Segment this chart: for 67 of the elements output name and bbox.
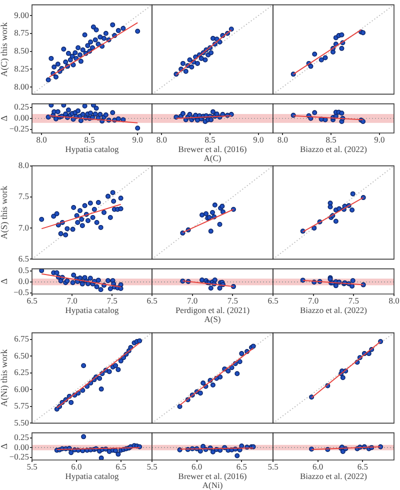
x-tick-label: 8.5 xyxy=(204,134,216,145)
x-tick-label: 6.5 xyxy=(146,296,158,306)
y-tick-label: 8.50 xyxy=(14,46,29,56)
x-tick-label: 7.0 xyxy=(308,296,319,306)
x-axis-title: Perdigon et al. (2021) A(S) xyxy=(175,304,250,324)
y-tick-label: 7.5 xyxy=(18,191,29,202)
y-tick-label: 0.00 xyxy=(14,442,29,452)
x-tick-label: 8.5 xyxy=(326,134,336,145)
y-tick-label: 0.0 xyxy=(18,276,29,286)
x-tick-label: 8.0 xyxy=(156,134,167,145)
y-tick-label: 0.00 xyxy=(14,112,29,123)
x-tick-label: 9.0 xyxy=(374,134,385,145)
x-tick-label: 6.5 xyxy=(236,462,247,472)
x-axis-title: Biazzo et al. (2022) xyxy=(300,144,368,154)
x-tick-label: 5.5 xyxy=(26,462,38,472)
y-tick-label: 0.25 xyxy=(14,432,29,442)
y-axis-title: A(S) this work xyxy=(0,185,10,240)
y-tick-label: 8.0 xyxy=(18,160,29,170)
x-axis-title: Brewer et al. (2016) A(Ni) xyxy=(178,470,247,490)
y-axis-title: A(C) this work xyxy=(0,22,10,77)
y-tick-label: 6.00 xyxy=(14,384,29,394)
x-tick-label: 8.0 xyxy=(36,134,47,145)
x-tick-label: 8.5 xyxy=(84,134,95,145)
x-tick-label: 6.5 xyxy=(268,296,278,306)
x-tick-label: 5.5 xyxy=(268,462,278,472)
x-tick-label: 6.0 xyxy=(192,462,202,472)
y-axis-title: Δ xyxy=(0,443,10,450)
y-tick-label: 8.00 xyxy=(14,81,29,92)
y-tick-label: 0.25 xyxy=(14,102,29,112)
x-tick-label: 8.0 xyxy=(388,296,400,306)
y-tick-label: 6.25 xyxy=(14,367,29,378)
y-tick-label: 8.25 xyxy=(14,63,29,74)
x-tick-label: 7.0 xyxy=(187,296,198,306)
y-tick-label: 8.75 xyxy=(14,28,29,38)
x-tick-label: 6.5 xyxy=(357,462,368,472)
y-axis-title: Δ xyxy=(0,278,10,284)
x-axis-title: Hypatia catalog xyxy=(65,304,120,315)
y-tick-label: 5.50 xyxy=(14,417,29,428)
y-tick-label: −0.5 xyxy=(14,287,29,298)
x-tick-label: 9.0 xyxy=(132,134,143,145)
x-axis-title: Brewer et al. (2016) A(C) xyxy=(178,144,247,163)
x-axis-title: Biazzo et al. (2022) xyxy=(300,304,368,315)
y-tick-label: −0.25 xyxy=(9,452,29,462)
y-tick-label: 5.75 xyxy=(14,400,29,411)
y-tick-label: 9.00 xyxy=(14,10,29,20)
y-tick-label: 6.5 xyxy=(18,253,29,264)
y-axis-title: Δ xyxy=(0,115,10,122)
x-tick-label: 7.5 xyxy=(227,296,238,306)
x-tick-label: 7.5 xyxy=(348,296,359,306)
x-tick-label: 6.0 xyxy=(71,462,82,472)
y-tick-label: 0.5 xyxy=(18,265,29,276)
y-tick-label: −0.25 xyxy=(9,124,29,134)
y-tick-label: 6.75 xyxy=(14,334,29,344)
y-axis-title: A(Ni) this work xyxy=(0,348,10,407)
x-tick-label: 7.0 xyxy=(66,296,78,306)
x-tick-label: 8.0 xyxy=(277,134,288,145)
x-tick-label: 7.5 xyxy=(106,296,118,306)
x-axis-title: Hypatia catalog xyxy=(65,470,120,481)
x-tick-label: 6.5 xyxy=(26,296,38,306)
y-tick-label: 6.50 xyxy=(14,350,29,360)
x-axis-title: Biazzo et al. (2022) xyxy=(300,470,368,481)
x-axis-title: Hypatia catalog xyxy=(65,144,120,154)
x-tick-label: 6.0 xyxy=(312,462,324,472)
x-tick-label: 5.5 xyxy=(146,462,158,472)
x-tick-label: 6.5 xyxy=(116,462,126,472)
x-tick-label: 9.0 xyxy=(253,134,264,145)
y-tick-label: 7.0 xyxy=(18,222,29,232)
